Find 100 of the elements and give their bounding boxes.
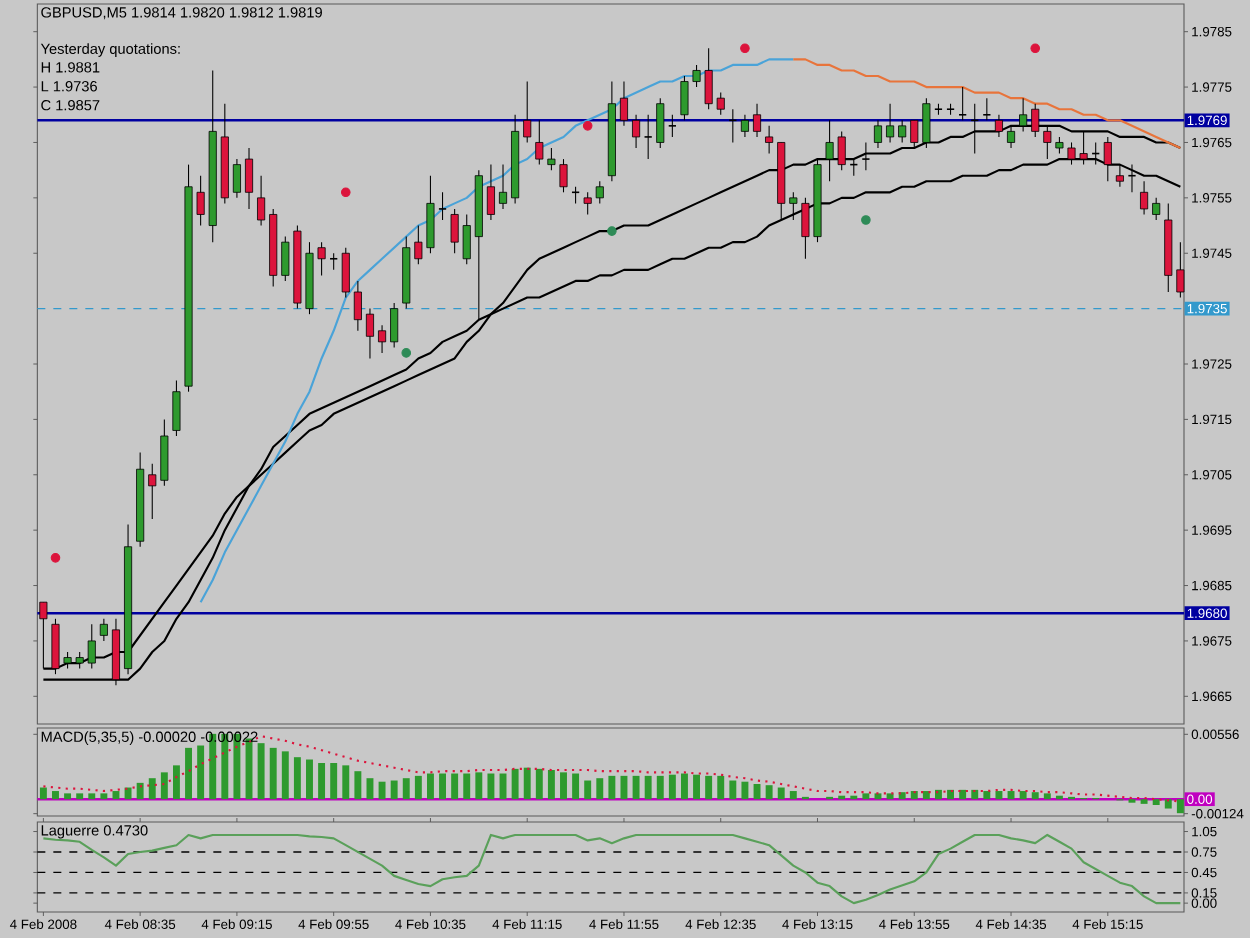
candlestick: [1152, 197, 1161, 221]
bar: [1152, 799, 1160, 806]
bar: [306, 759, 313, 800]
candlestick: [244, 147, 254, 210]
bar: [1164, 799, 1172, 809]
bar: [463, 773, 471, 800]
bar: [934, 789, 942, 800]
point: [861, 215, 871, 225]
bar: [88, 793, 96, 800]
bar: [523, 767, 531, 800]
bar: [185, 747, 192, 800]
bar: [136, 782, 144, 800]
bar: [390, 780, 398, 800]
candlestick: [752, 103, 762, 138]
bar: [378, 781, 386, 800]
candlestick: [861, 141, 871, 171]
bar: [1019, 791, 1027, 800]
bar: [100, 793, 108, 800]
bar: [668, 774, 676, 800]
bar: [680, 773, 688, 800]
bar: [1007, 791, 1015, 800]
point: [607, 226, 617, 236]
point: [740, 43, 750, 54]
point: [340, 187, 351, 198]
candlestick: [643, 114, 653, 160]
bar: [656, 775, 664, 800]
bar: [644, 775, 652, 800]
bar: [124, 787, 132, 800]
bar: [1043, 793, 1051, 800]
bar: [511, 768, 519, 800]
bar: [281, 751, 289, 800]
bar: [741, 781, 749, 800]
candlestick: [257, 175, 266, 227]
bar: [172, 765, 180, 800]
bar: [693, 774, 701, 800]
candlestick: [1140, 180, 1149, 216]
point: [50, 553, 61, 563]
bar: [197, 745, 205, 800]
bar: [475, 772, 483, 800]
bar: [765, 785, 773, 800]
candlestick: [595, 180, 604, 204]
bar: [112, 791, 120, 800]
bar: [257, 743, 265, 800]
candlestick: [1115, 164, 1124, 188]
candlestick: [873, 119, 883, 149]
bar: [402, 778, 410, 800]
bar: [983, 791, 991, 800]
bar: [76, 793, 84, 800]
candlestick: [232, 158, 241, 199]
bar: [947, 789, 955, 800]
bar: [414, 775, 422, 800]
bar: [1176, 799, 1184, 814]
candlestick: [438, 191, 447, 221]
bar: [886, 793, 894, 800]
bar: [584, 780, 592, 800]
bar: [922, 791, 930, 800]
bar: [451, 773, 459, 800]
bar: [330, 763, 338, 800]
bar: [148, 778, 156, 800]
candlestick: [958, 86, 968, 121]
candlestick: [619, 81, 628, 127]
candlestick: [886, 103, 895, 143]
bar: [487, 773, 495, 800]
bar: [366, 778, 374, 800]
bar: [971, 789, 979, 800]
candlestick: [486, 164, 495, 221]
candlestick: [656, 97, 665, 149]
bar: [318, 763, 326, 800]
point: [582, 121, 593, 131]
bar: [426, 773, 434, 800]
bar: [995, 791, 1003, 800]
candlestick: [583, 191, 592, 216]
candlestick: [99, 618, 108, 642]
bar: [1031, 792, 1039, 800]
bar: [596, 778, 604, 800]
bar: [560, 772, 567, 800]
bar: [862, 793, 870, 800]
candlestick: [632, 114, 641, 149]
bar: [39, 787, 47, 800]
candlestick: [378, 324, 387, 354]
bar: [898, 792, 906, 800]
candlestick: [172, 380, 181, 437]
bar: [910, 791, 918, 800]
bar: [52, 791, 59, 800]
candlestick: [898, 119, 907, 143]
bar: [535, 768, 543, 800]
candlestick: [341, 247, 350, 299]
candlestick: [667, 114, 677, 138]
bar: [269, 747, 277, 800]
candlestick: [765, 125, 774, 155]
bar: [572, 773, 580, 800]
candlestick: [982, 97, 992, 121]
bar: [717, 775, 725, 800]
candlestick: [390, 302, 399, 348]
bar: [64, 793, 72, 800]
bar: [160, 772, 168, 800]
candlestick: [353, 280, 362, 332]
candlestick: [740, 114, 749, 138]
bar: [293, 757, 301, 800]
bar: [632, 775, 640, 800]
